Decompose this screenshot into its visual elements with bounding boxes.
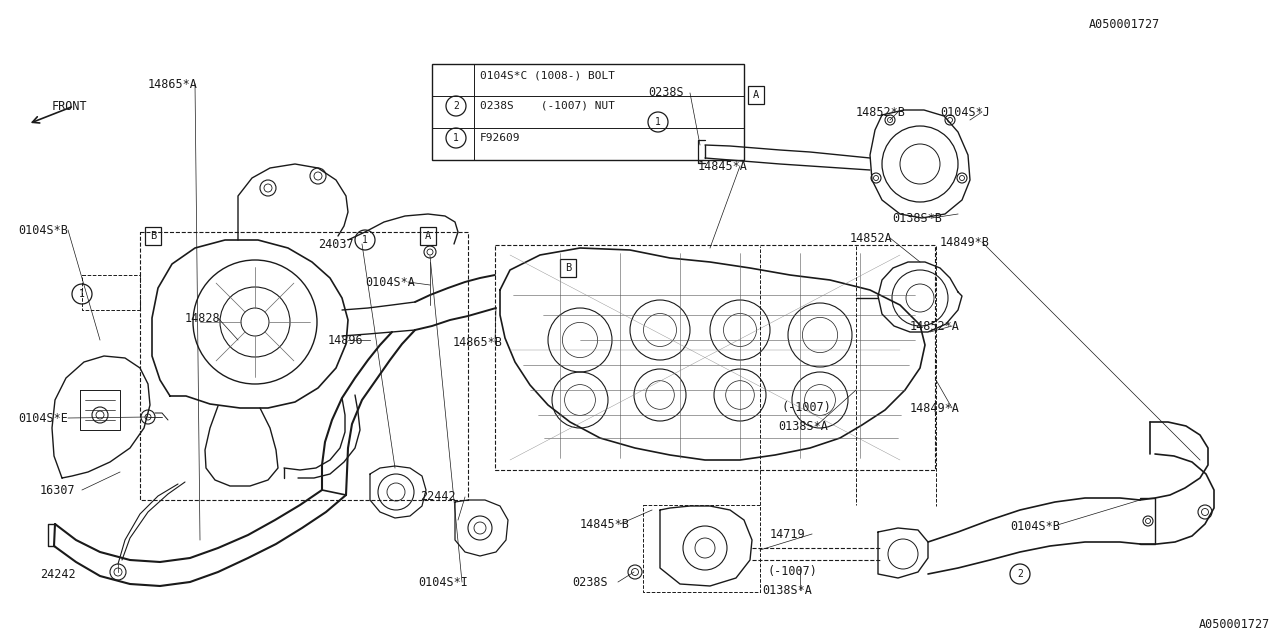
Text: 14828: 14828 — [186, 312, 220, 324]
Text: 0104S*A: 0104S*A — [365, 275, 415, 289]
Text: 16307: 16307 — [40, 483, 76, 497]
Text: A050001727: A050001727 — [1089, 17, 1160, 31]
Bar — [433, 64, 744, 160]
Text: (-1007): (-1007) — [782, 401, 832, 415]
Text: 14852*B: 14852*B — [856, 106, 906, 118]
Text: 0238S: 0238S — [572, 575, 608, 589]
Text: 24242: 24242 — [40, 568, 76, 582]
Text: 24037: 24037 — [317, 237, 353, 250]
Text: 14865*B: 14865*B — [453, 335, 503, 349]
Text: 0104S*I: 0104S*I — [419, 575, 468, 589]
Text: 14852*A: 14852*A — [910, 319, 960, 333]
Text: 0104S*J: 0104S*J — [940, 106, 989, 118]
Text: 14896: 14896 — [328, 333, 364, 346]
Text: 14865*A: 14865*A — [148, 77, 198, 90]
Text: 0104S*B: 0104S*B — [1010, 520, 1060, 532]
Text: 1: 1 — [655, 117, 660, 127]
Text: B: B — [564, 263, 571, 273]
Text: 0238S    (-1007) NUT: 0238S (-1007) NUT — [480, 101, 614, 111]
Text: 2: 2 — [1018, 569, 1023, 579]
Text: (-1007): (-1007) — [768, 566, 818, 579]
Text: A: A — [753, 90, 759, 100]
Bar — [748, 86, 764, 104]
Text: 14849*B: 14849*B — [940, 236, 989, 248]
Text: 14719: 14719 — [771, 527, 805, 541]
Text: 0238S: 0238S — [648, 86, 684, 99]
Text: B: B — [150, 231, 156, 241]
Bar — [561, 259, 576, 277]
Bar — [420, 227, 436, 245]
Text: 14852A: 14852A — [850, 232, 892, 244]
Bar — [145, 227, 161, 245]
Text: 0138S*A: 0138S*A — [762, 584, 812, 596]
Text: F92609: F92609 — [480, 133, 521, 143]
Text: 1: 1 — [79, 289, 84, 299]
Text: 14849*A: 14849*A — [910, 401, 960, 415]
Text: 0104S*E: 0104S*E — [18, 412, 68, 424]
Text: 14845*A: 14845*A — [698, 159, 748, 173]
Text: 14845*B: 14845*B — [580, 518, 630, 531]
Text: 0104S*C (1008-) BOLT: 0104S*C (1008-) BOLT — [480, 71, 614, 81]
Text: 0138S*A: 0138S*A — [778, 419, 828, 433]
Text: 1: 1 — [362, 235, 367, 245]
Text: 0104S*B: 0104S*B — [18, 223, 68, 237]
Text: 22442: 22442 — [420, 490, 456, 504]
Text: 1: 1 — [453, 133, 460, 143]
Text: A: A — [425, 231, 431, 241]
Text: A050001727: A050001727 — [1199, 618, 1270, 630]
Text: FRONT: FRONT — [52, 100, 87, 113]
Text: 2: 2 — [453, 101, 460, 111]
Text: 0138S*B: 0138S*B — [892, 211, 942, 225]
